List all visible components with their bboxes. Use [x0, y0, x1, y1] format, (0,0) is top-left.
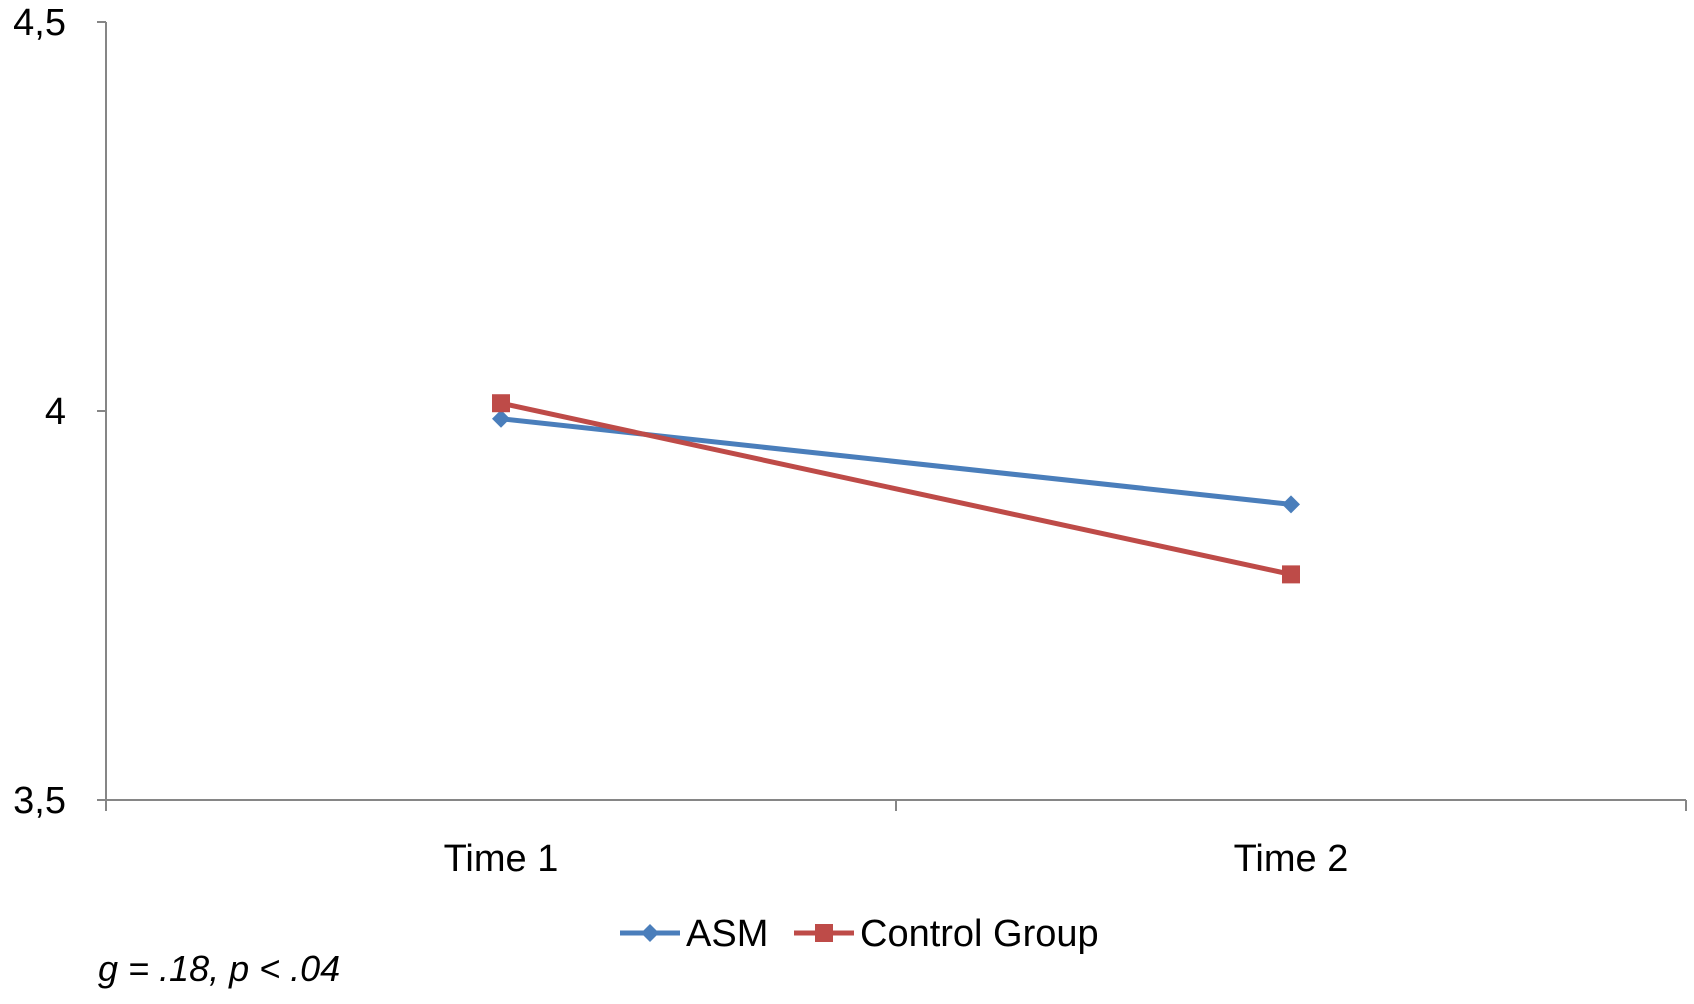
data-point	[1282, 565, 1300, 584]
legend-label: ASM	[686, 913, 768, 955]
series-line	[498, 400, 1294, 577]
y-tick-label: 4	[45, 391, 66, 433]
x-tick-label: Time 1	[444, 838, 559, 880]
legend-item: Control Group	[794, 913, 1099, 955]
y-axis-ticks: 3,5 4 4,5	[13, 2, 106, 822]
data-point	[492, 409, 510, 428]
series-layer	[492, 394, 1300, 584]
series-2	[492, 394, 1300, 584]
legend-marker	[641, 924, 659, 942]
legend: ASM Control Group	[620, 913, 1099, 955]
data-point	[1282, 495, 1300, 514]
x-axis-ticks: Time 1 Time 2	[105, 800, 1687, 880]
series-line	[498, 416, 1294, 507]
legend-label: Control Group	[860, 913, 1099, 955]
y-tick-label: 3,5	[13, 780, 66, 822]
legend-marker	[815, 924, 833, 942]
y-tick-label: 4,5	[13, 2, 66, 44]
data-point	[492, 394, 510, 413]
stats-annotation: g = .18, p < .04	[98, 948, 340, 989]
legend-item: ASM	[620, 913, 768, 955]
x-tick-label: Time 2	[1234, 838, 1349, 880]
chart-axes	[105, 22, 1686, 801]
